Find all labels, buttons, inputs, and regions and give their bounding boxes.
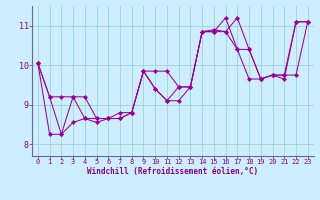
X-axis label: Windchill (Refroidissement éolien,°C): Windchill (Refroidissement éolien,°C) — [87, 167, 258, 176]
